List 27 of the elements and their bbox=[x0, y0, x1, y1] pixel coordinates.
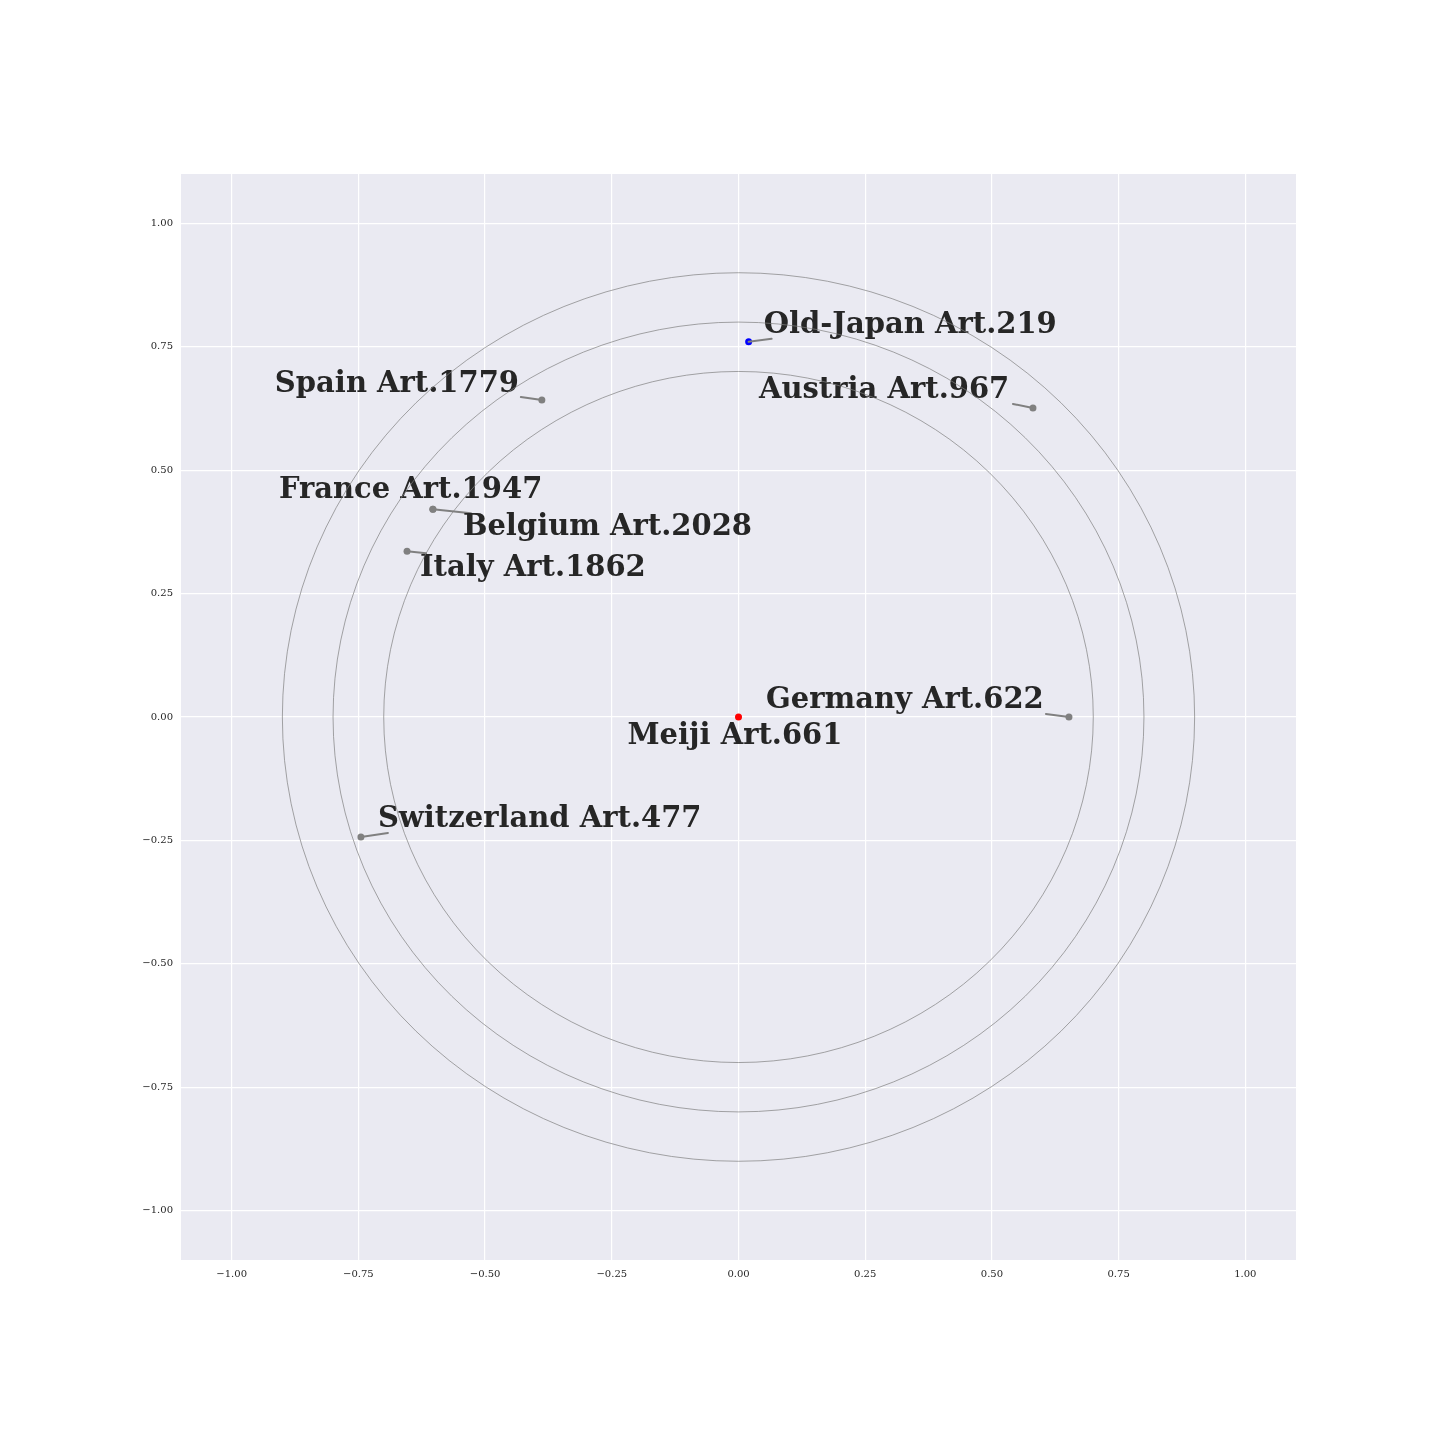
y-tick-label: 1.00 bbox=[150, 216, 173, 228]
x-tick-label: −1.00 bbox=[216, 1267, 248, 1279]
x-tick-label: −0.50 bbox=[469, 1267, 501, 1279]
y-tick-label: −0.75 bbox=[142, 1080, 173, 1092]
y-tick-label: −1.00 bbox=[142, 1204, 173, 1216]
annotation: France Art.1947 bbox=[278, 471, 543, 506]
annotation: Belgium Art.2028 bbox=[462, 508, 753, 543]
annotation: Italy Art.1862 bbox=[420, 549, 646, 584]
annotation: Austria Art.967 bbox=[757, 370, 1010, 405]
x-tick-label: 1.00 bbox=[1234, 1267, 1257, 1279]
x-tick-label: 0.50 bbox=[980, 1267, 1004, 1279]
y-tick-label: 0.00 bbox=[150, 710, 173, 722]
x-tick-label: −0.75 bbox=[343, 1267, 374, 1279]
x-tick-label: −0.25 bbox=[596, 1267, 628, 1279]
annotation: Spain Art.1779 bbox=[274, 365, 520, 400]
y-tick-label: 0.75 bbox=[150, 340, 173, 352]
annotation: Old-Japan Art.219 bbox=[763, 305, 1057, 340]
x-tick-label: 0.25 bbox=[854, 1267, 877, 1279]
y-tick-label: 0.25 bbox=[150, 587, 173, 599]
annotation: Meiji Art.661 bbox=[627, 717, 843, 751]
annotation: Germany Art.622 bbox=[765, 681, 1044, 715]
x-tick-label: 0.00 bbox=[727, 1267, 750, 1279]
y-tick-label: −0.50 bbox=[142, 957, 173, 969]
y-tick-label: 0.50 bbox=[150, 463, 173, 475]
x-tick-label: 0.75 bbox=[1107, 1267, 1130, 1279]
annotation: Switzerland Art.477 bbox=[377, 799, 702, 834]
y-tick-label: −0.25 bbox=[142, 834, 173, 845]
